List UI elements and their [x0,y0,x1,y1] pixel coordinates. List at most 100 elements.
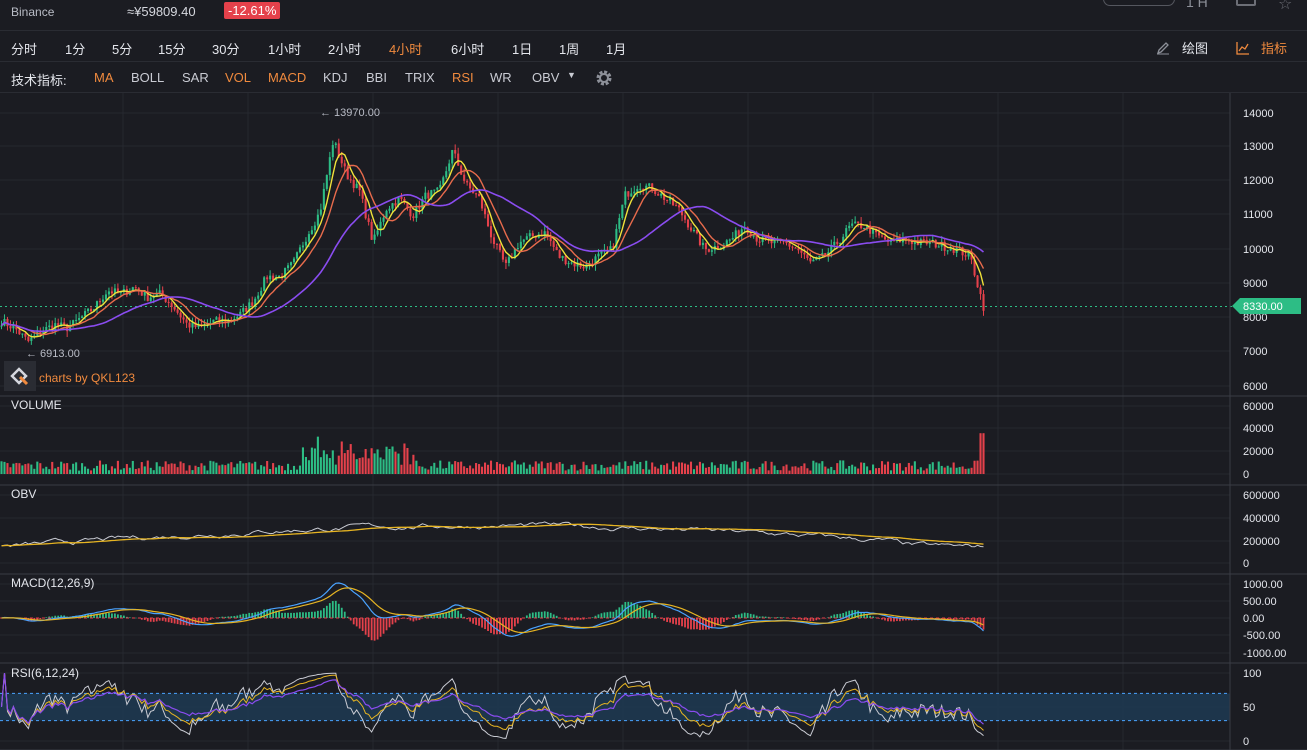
macd-hist-bar [949,618,952,620]
candle-body [642,188,645,191]
axis-tick-label: 0 [1243,558,1249,570]
volume-bar [430,466,433,474]
macd-hist-bar [600,613,603,618]
volume-bar [573,464,576,474]
indicator-macd[interactable]: MACD [268,70,307,85]
macd-hist-bar [534,612,537,618]
candle-body [698,233,701,246]
candle-body [9,326,12,329]
macd-hist-bar [140,618,143,620]
interval-11[interactable]: 1月 [606,42,627,57]
candle-body [648,183,651,186]
candle-body [143,291,146,296]
volume-bar [618,462,621,474]
indicator-rsi[interactable]: RSI [452,70,474,85]
candle-body [92,309,96,312]
volume-bar [292,465,296,474]
macd-hist-bar [445,612,448,618]
interval-10[interactable]: 1周 [559,42,580,57]
candle-body [15,325,18,330]
indicator-button[interactable]: 指标 [1261,41,1288,56]
candle-body [928,241,931,245]
macd-hist-bar [690,618,692,630]
macd-hist-bar [705,618,707,630]
macd-hist-bar [648,610,651,618]
indicator-sar[interactable]: SAR [182,70,209,85]
volume-bar [236,463,239,474]
volume-bar [75,462,78,474]
candle-body [880,235,884,237]
interval-5[interactable]: 1小时 [268,42,302,57]
high-price-label: ← 13970.00 [320,107,380,119]
indicator-wr[interactable]: WR [490,70,512,85]
draw-button[interactable]: 绘图 [1182,41,1209,56]
volume-bar [400,464,403,474]
candle-body [289,262,293,266]
indicator-bbi[interactable]: BBI [366,70,387,85]
screenshot-icon[interactable] [1236,0,1256,6]
volume-bar [185,470,188,474]
volume-bar [316,436,319,474]
volume-bar [98,460,102,474]
volume-bar [701,463,704,474]
axis-tick-label: 40000 [1243,423,1274,435]
kline-chart[interactable]: 1400013000120001100010000900080007000600… [0,93,1307,750]
obv-ma-line [1,523,984,547]
macd-hist-bar [143,618,146,620]
indicator-kdj[interactable]: KDJ [323,70,348,85]
volume-bar [922,470,925,474]
interval-9[interactable]: 1日 [512,42,533,57]
volume-bar [81,463,84,474]
candle-body [788,243,791,247]
star-icon[interactable]: ☆ [1278,0,1293,13]
interval-0[interactable]: 分时 [11,42,38,57]
candle-body [75,319,78,321]
indicator-trix[interactable]: TRIX [405,70,435,85]
volume-bar [454,461,457,474]
macd-hist-bar [612,611,615,618]
interval-6[interactable]: 2小时 [328,42,362,57]
volume-bar [158,466,161,474]
interval-1[interactable]: 1分 [65,42,86,57]
param-pill-button[interactable] [1103,0,1175,6]
volume-bar [478,464,481,474]
macd-hist-bar [340,607,343,618]
candle-body [869,225,872,234]
interval-2[interactable]: 5分 [112,42,133,57]
interval-8[interactable]: 6小时 [451,42,485,57]
volume-bar [343,453,346,474]
macd-hist-bar [585,618,588,619]
candle-body [295,252,299,259]
indicator-vol[interactable]: VOL [225,70,252,85]
volume-bar [101,464,105,474]
candle-body [63,322,66,325]
volume-bar [60,461,63,474]
volume-bar [227,463,230,474]
interval-3[interactable]: 15分 [158,42,186,57]
volume-bar [486,464,490,474]
interval-4[interactable]: 30分 [212,42,240,57]
volume-bar [63,463,66,474]
candle-body [973,259,976,276]
chevron-down-icon[interactable]: ▼ [567,70,576,80]
candle-body [833,241,836,246]
volume-bar [761,463,764,474]
macd-hist-bar [740,613,743,618]
indicator-boll[interactable]: BOLL [131,70,165,85]
macd-hist-bar [415,618,418,621]
axis-tick-label: 500.00 [1243,596,1277,608]
interval-7[interactable]: 4小时 [389,42,423,57]
volume-bar [3,461,6,474]
gear-icon[interactable] [594,68,614,88]
macd-hist-bar [200,618,203,623]
candle-body [242,308,245,312]
macd-hist-bar [367,618,370,638]
indicator-ma[interactable]: MA [94,70,114,85]
volume-bar [382,459,385,474]
volume-bar [770,461,773,474]
macd-hist-bar [382,618,385,634]
indicator-obv[interactable]: OBV [532,70,560,85]
volume-bar [472,468,475,474]
macd-hist-bar [487,618,489,631]
volume-bar [809,470,812,474]
